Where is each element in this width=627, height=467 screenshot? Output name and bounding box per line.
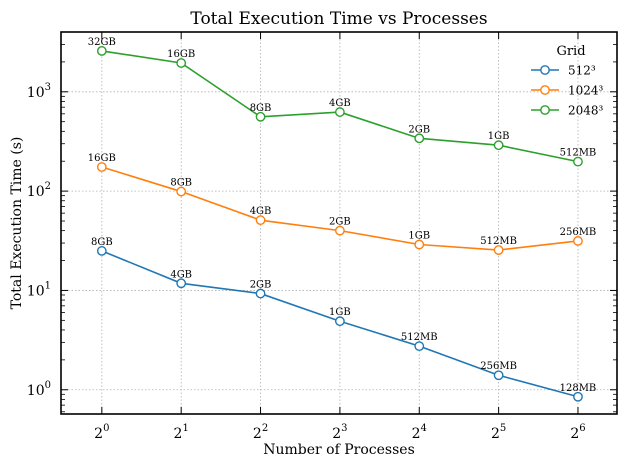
series-3: 32GB 16GB 8GB 4GB 2GB 1GB 512MB: [88, 37, 597, 167]
data-label: 512MB: [401, 332, 438, 343]
legend-label: 512³: [568, 64, 596, 78]
data-point: [573, 156, 583, 167]
y-tick-label: 101: [27, 280, 51, 299]
data-point: [176, 58, 187, 68]
data-point: [96, 46, 107, 56]
legend-label: 1024³: [568, 84, 604, 98]
data-point: [96, 162, 107, 172]
data-point: [493, 370, 504, 381]
data-label: 8GB: [170, 178, 192, 189]
data-label: 16GB: [167, 49, 195, 60]
x-tick-label: 20: [94, 423, 109, 442]
data-label: 4GB: [329, 98, 351, 109]
x-axis-label: Number of Processes: [263, 442, 415, 458]
data-point: [176, 186, 187, 197]
legend-marker: [540, 65, 550, 75]
data-point: [255, 288, 266, 299]
data-point: [414, 239, 425, 250]
series-2: 16GB 8GB 4GB 2GB 1GB 512MB 256MB: [88, 153, 597, 255]
data-label: 512MB: [480, 236, 517, 247]
data-label: 4GB: [250, 206, 272, 217]
plot-frame: [60, 31, 618, 415]
series-layer: 8GB 4GB 2GB 1GB 512MB 256MB 128MB 16GB 8GB 4GB 2GB…: [88, 37, 597, 402]
data-label: 2GB: [250, 280, 272, 291]
data-point: [335, 316, 345, 327]
x-tick-label: 25: [491, 423, 506, 442]
legend-item: 512³: [531, 64, 596, 78]
x-tick-label: 22: [253, 423, 268, 442]
data-point: [493, 245, 504, 255]
x-tick-label: 21: [174, 423, 189, 442]
data-label: 2GB: [329, 217, 351, 228]
data-label: 1GB: [488, 131, 510, 142]
data-point: [255, 215, 266, 226]
data-label: 256MB: [480, 361, 517, 372]
data-label: 256MB: [560, 227, 597, 238]
data-label: 1GB: [408, 231, 430, 242]
data-label: 128MB: [560, 383, 597, 394]
x-tick-label: 26: [570, 423, 585, 442]
data-label: 8GB: [250, 103, 272, 114]
data-point: [255, 111, 266, 122]
data-point: [335, 225, 345, 236]
grid: [61, 32, 617, 414]
data-label: 1GB: [329, 307, 351, 318]
x-tick-label: 24: [412, 423, 427, 442]
data-label: 32GB: [88, 37, 116, 48]
data-label: 2GB: [408, 124, 430, 135]
legend-item: 1024³: [531, 84, 604, 98]
data-point: [573, 391, 583, 402]
legend-label: 2048³: [568, 104, 604, 118]
data-point: [573, 236, 583, 246]
y-tick-label: 102: [27, 181, 51, 200]
data-point: [493, 140, 504, 151]
data-point: [335, 107, 345, 117]
data-point: [414, 341, 425, 352]
legend-marker: [540, 105, 550, 115]
chart-title: Total Execution Time vs Processes: [190, 9, 487, 29]
data-label: 512MB: [560, 148, 597, 159]
legend-title: Grid: [556, 44, 585, 59]
y-tick-label: 103: [27, 82, 51, 101]
data-label: 16GB: [88, 153, 116, 164]
series-1: 8GB 4GB 2GB 1GB 512MB 256MB 128MB: [91, 237, 597, 402]
x-tick-label: 23: [332, 423, 347, 442]
y-tick-label: 100: [27, 380, 51, 399]
axes: 20 21 22 23 24 25 26 100 101 102 103: [27, 31, 617, 442]
legend-items: 512³ 1024³ 2048³: [531, 64, 604, 118]
data-label: 8GB: [91, 237, 113, 248]
y-axis-label: Total Execution Time (s): [9, 137, 25, 310]
legend-item: 2048³: [531, 104, 604, 118]
data-point: [414, 133, 425, 144]
data-label: 4GB: [170, 269, 192, 280]
data-point: [96, 246, 107, 256]
legend: Grid 512³ 1024³ 2048³: [531, 44, 604, 118]
data-point: [176, 278, 187, 289]
legend-marker: [540, 85, 550, 95]
